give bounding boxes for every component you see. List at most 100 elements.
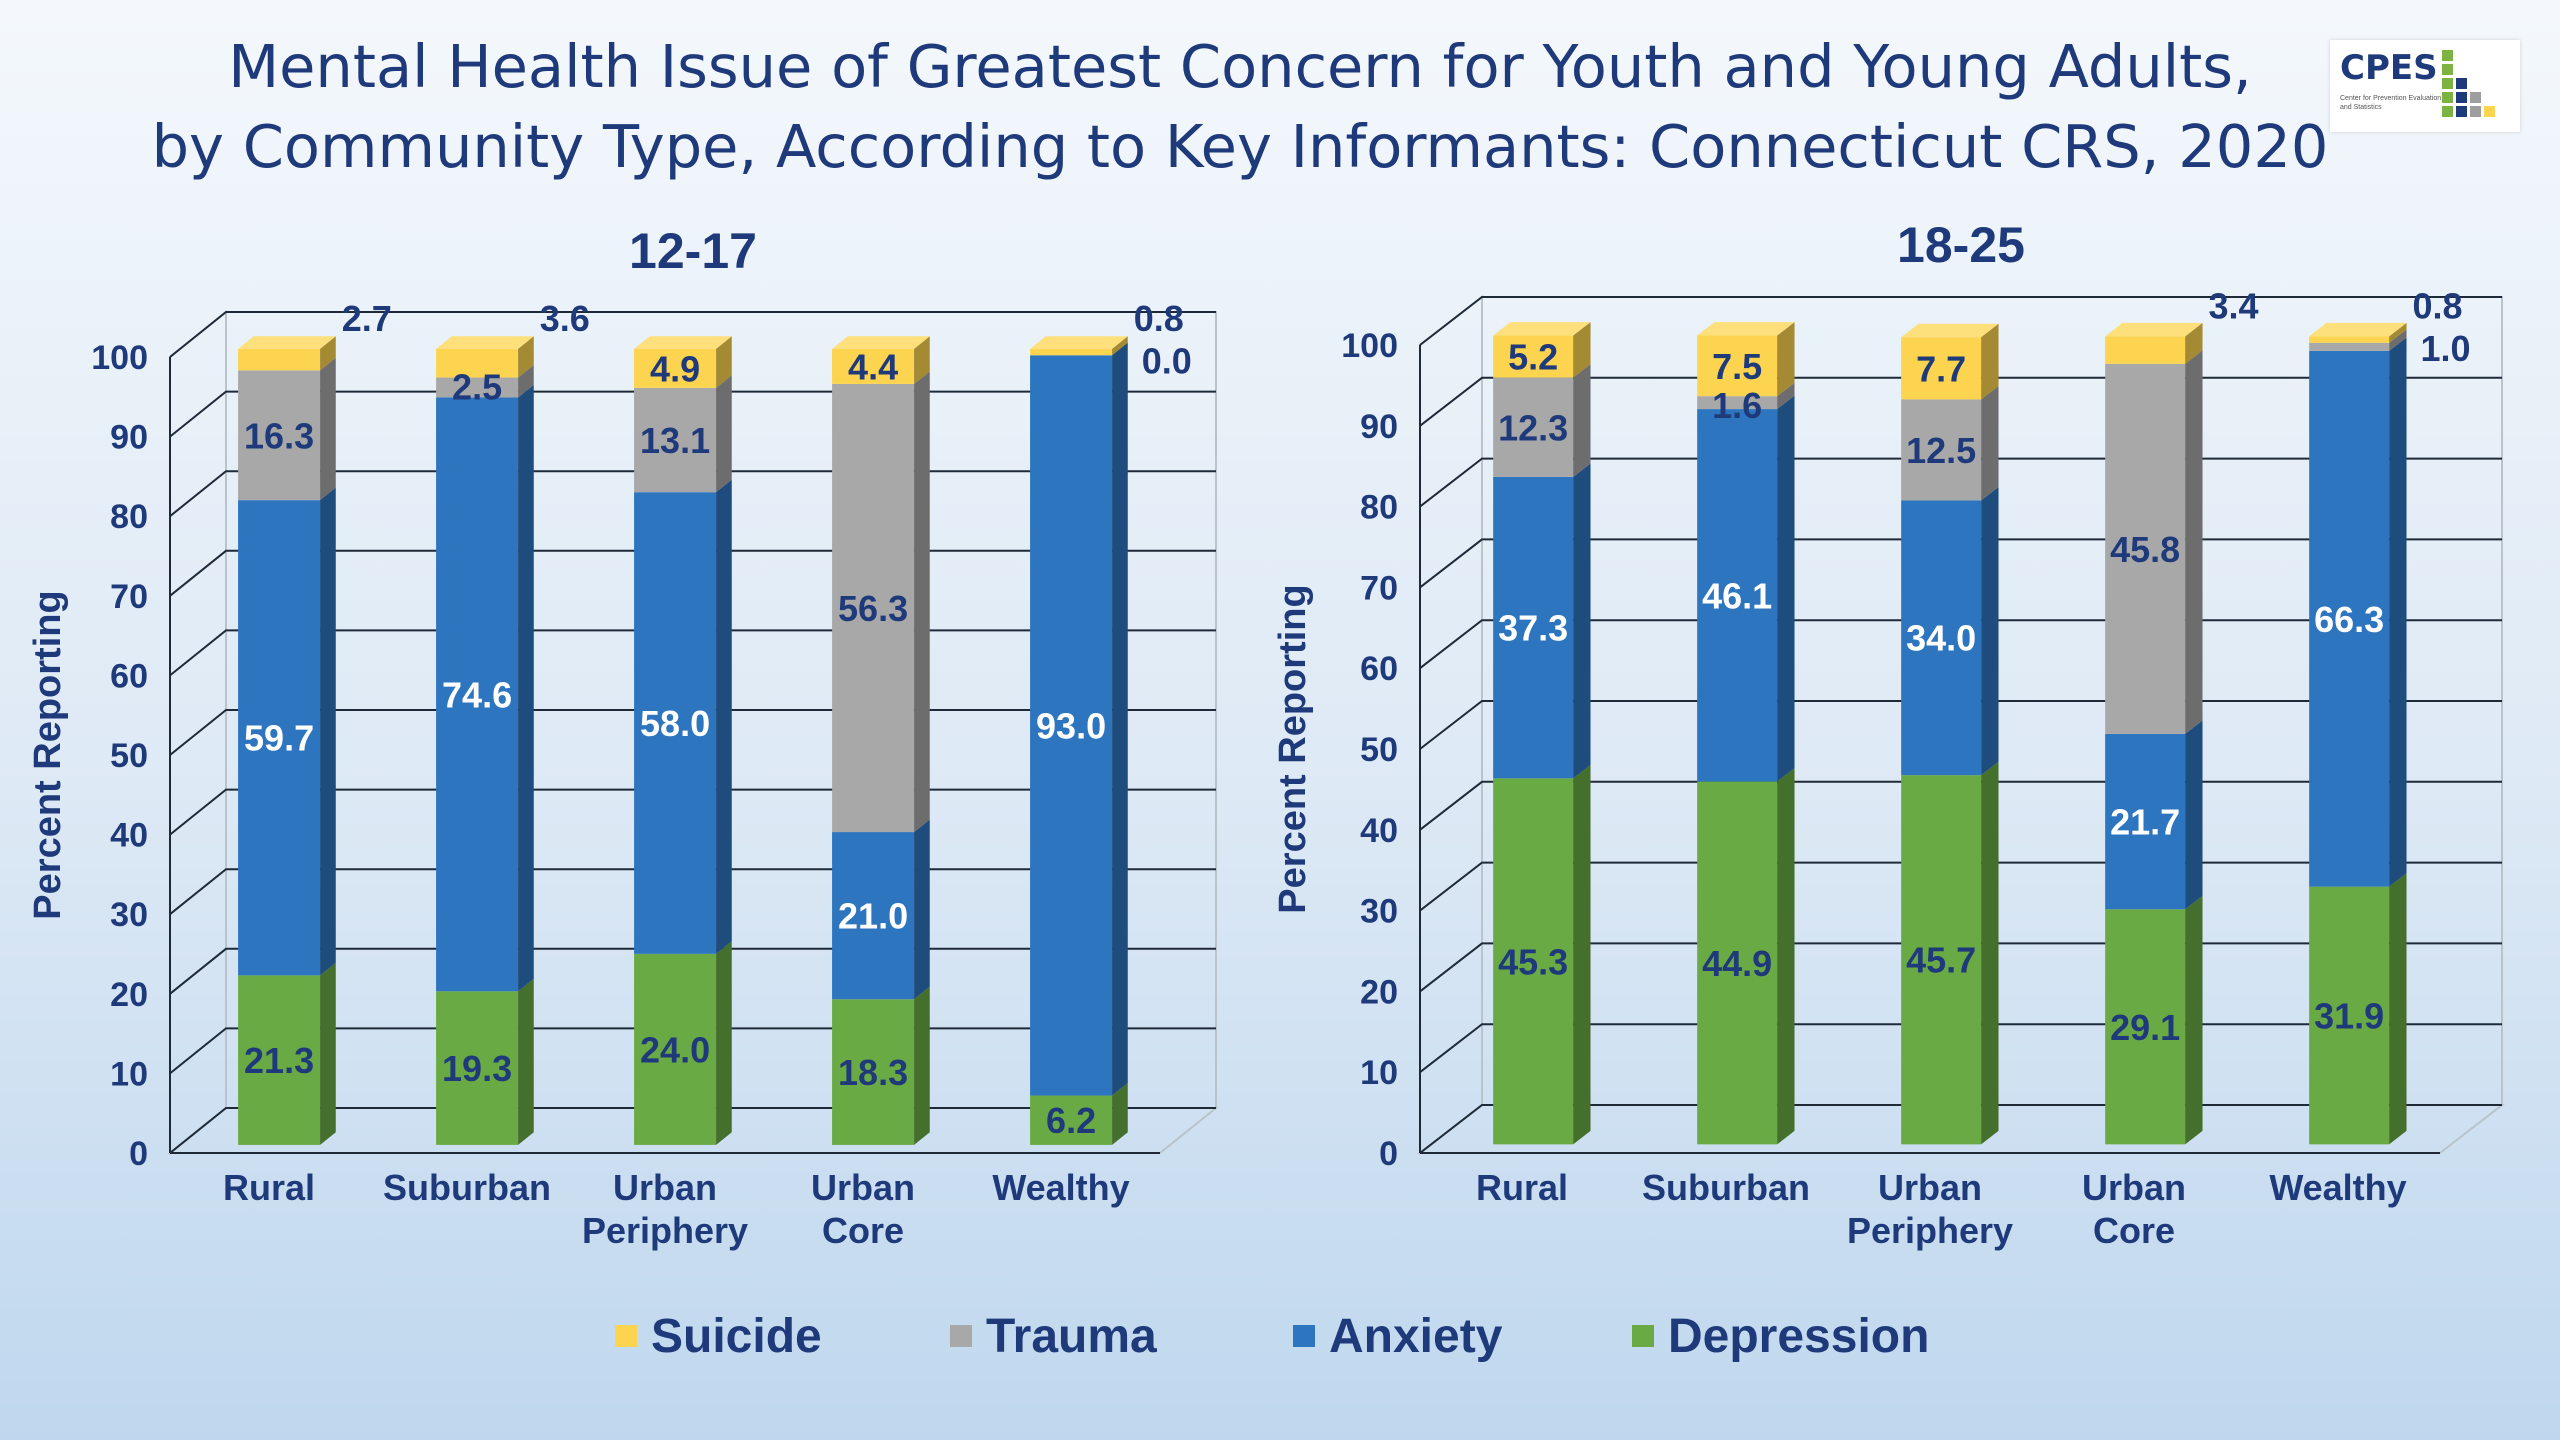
data-label-depression: 29.1 xyxy=(2110,1007,2180,1048)
bar-side-depression xyxy=(1981,761,1999,1145)
legend-swatch-suicide xyxy=(615,1325,637,1347)
logo-block xyxy=(2442,92,2453,103)
logo-block xyxy=(2470,106,2481,117)
data-label-suicide: 4.4 xyxy=(848,346,898,387)
data-label-anxiety: 66.3 xyxy=(2314,599,2384,640)
data-label-anxiety: 59.7 xyxy=(244,718,314,759)
bar-side-suicide xyxy=(1573,322,1591,378)
bar-segment-trauma xyxy=(2105,363,2186,734)
bar-side-trauma xyxy=(716,375,732,493)
bar-segment-suicide xyxy=(634,348,717,388)
legend-item-anxiety: Anxiety xyxy=(1293,1306,1502,1366)
bar-side-depression xyxy=(518,978,534,1145)
bar-segment-suicide xyxy=(1697,335,1778,397)
y-tick-label: 80 xyxy=(1360,489,1398,527)
bar-segment-trauma xyxy=(1493,377,1574,477)
bar-side-anxiety xyxy=(914,819,930,1000)
bar-segment-depression xyxy=(238,975,321,1145)
bar-segment-trauma xyxy=(634,387,717,493)
bar-side-anxiety xyxy=(1777,395,1795,782)
x-category-label: Urban xyxy=(613,1167,717,1208)
bar-side-anxiety xyxy=(518,384,534,992)
bar-side-anxiety xyxy=(2389,337,2407,887)
y-tick-label: 70 xyxy=(1360,569,1398,607)
bar-side-anxiety xyxy=(716,479,732,954)
bar-side-suicide xyxy=(1777,322,1795,397)
cpes-logo: CPES Center for Prevention Evaluation an… xyxy=(2330,40,2520,132)
x-category-label: Rural xyxy=(223,1167,315,1208)
gridline xyxy=(169,311,1216,358)
bar-segment-depression xyxy=(1697,781,1778,1145)
data-label-anxiety: 21.0 xyxy=(838,896,908,937)
bar-top-cap xyxy=(832,336,930,349)
bar-segment-depression xyxy=(1030,1095,1113,1145)
legend-item-suicide: Suicide xyxy=(615,1306,822,1366)
y-tick-label: 10 xyxy=(1360,1054,1398,1092)
bar-side-depression xyxy=(2389,873,2407,1145)
bar-side-anxiety xyxy=(1112,342,1128,1096)
x-category-label: Wealthy xyxy=(992,1167,1129,1208)
bar-side-suicide xyxy=(518,336,534,378)
bar-side-suicide xyxy=(320,336,336,371)
bar-side-depression xyxy=(716,941,732,1145)
bar-side-depression xyxy=(1777,768,1795,1145)
data-label-trauma: 1.0 xyxy=(2421,328,2471,369)
bar-top-cap xyxy=(634,336,732,349)
data-label-depression: 19.3 xyxy=(442,1048,512,1089)
bar-side-trauma xyxy=(1573,364,1591,477)
bar-urban-core: 18.3 21.0 56.3 4.4 xyxy=(832,336,930,1145)
data-label-suicide: 7.7 xyxy=(1916,348,1966,389)
bar-side-trauma xyxy=(320,357,336,501)
data-label-anxiety: 74.6 xyxy=(442,674,512,715)
bar-segment-suicide xyxy=(2309,336,2390,343)
bar-side-trauma xyxy=(914,371,930,833)
data-label-suicide: 5.2 xyxy=(1508,337,1558,378)
y-tick-label: 90 xyxy=(1360,408,1398,446)
data-label-trauma: 1.6 xyxy=(1712,385,1762,426)
bar-segment-anxiety xyxy=(1901,500,1982,776)
bar-rural: 45.3 37.3 12.3 5.2 xyxy=(1493,322,1591,1145)
data-label-depression: 24.0 xyxy=(640,1029,710,1070)
bar-side-suicide xyxy=(2185,322,2203,364)
bar-side-depression xyxy=(320,962,336,1145)
logo-subtext: Center for Prevention Evaluation and Sta… xyxy=(2340,95,2442,111)
chart-18-25: 0 10 20 30 40 50 60 70 80 90 100 18-25 Percent Repor… xyxy=(1272,217,2505,1251)
y-tick-label: 30 xyxy=(110,896,148,934)
bar-side-anxiety xyxy=(1573,463,1591,779)
data-label-trauma: 12.5 xyxy=(1906,430,1976,471)
bar-segment-anxiety xyxy=(634,492,717,954)
bar-wealthy: 6.2 93.0 0.00.8 xyxy=(1030,298,1192,1145)
bar-side-trauma xyxy=(1981,385,1999,501)
bar-side-trauma xyxy=(1777,382,1795,410)
chart-panel-title: 18-25 xyxy=(1897,217,2025,273)
bar-segment-suicide xyxy=(1901,337,1982,400)
bar-side-suicide xyxy=(914,336,930,384)
chart-title-line-2: by Community Type, According to Key Info… xyxy=(151,112,2329,181)
data-label-anxiety: 93.0 xyxy=(1036,705,1106,746)
bar-top-cap xyxy=(1697,322,1795,336)
data-label-depression: 6.2 xyxy=(1046,1100,1096,1141)
bar-side-depression xyxy=(914,986,930,1145)
bar-segment-anxiety xyxy=(2309,350,2390,887)
bar-urban-core: 29.1 21.7 45.8 3.4 xyxy=(2105,285,2259,1145)
logo-block xyxy=(2456,78,2467,89)
logo-block xyxy=(2442,106,2453,117)
x-category-label: Core xyxy=(2093,1210,2175,1251)
bar-segment-depression xyxy=(2105,909,2186,1145)
data-label-trauma: 0.0 xyxy=(1142,340,1192,381)
data-label-suicide: 0.8 xyxy=(1134,298,1184,339)
logo-block xyxy=(2456,106,2467,117)
legend-swatch-anxiety xyxy=(1293,1325,1315,1347)
data-label-trauma: 2.5 xyxy=(452,367,502,408)
y-tick-label: 0 xyxy=(129,1135,148,1173)
bar-segment-depression xyxy=(832,999,915,1145)
data-label-depression: 31.9 xyxy=(2314,995,2384,1036)
gridline xyxy=(1419,296,2502,346)
y-tick-label: 60 xyxy=(110,657,148,695)
bar-segment-anxiety xyxy=(2105,733,2186,910)
bar-side-trauma xyxy=(2389,329,2407,351)
bar-side-suicide xyxy=(2389,322,2407,343)
bar-urban-periphery: 24.0 58.0 13.1 4.9 xyxy=(634,336,732,1145)
bar-side-depression xyxy=(1112,1082,1128,1145)
bar-segment-anxiety xyxy=(832,832,915,1000)
